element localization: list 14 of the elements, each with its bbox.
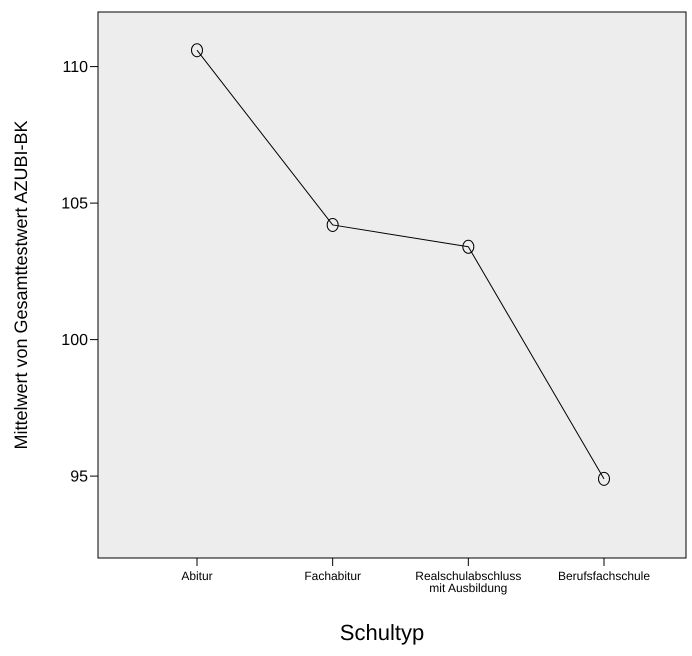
x-tick-label: Fachabitur [304, 569, 362, 583]
point [326, 218, 339, 232]
x-tick-label: Abitur [181, 569, 213, 583]
x-axis-title: Schultyp [340, 620, 424, 645]
point [598, 472, 610, 486]
x-tick-label: Berufsfachschule [558, 569, 650, 583]
x-tick-label: Realschulabschluss mit Ausbildung [415, 569, 522, 595]
y-tick-label: 100 [61, 332, 88, 350]
y-tick-label: 95 [70, 468, 88, 486]
y-axis-title: Mittelwert von Gesamttestwert AZUBI-BK [11, 120, 31, 450]
point [462, 240, 474, 254]
y-tick-label: 110 [62, 59, 88, 76]
point [191, 43, 203, 58]
y-tick-label: 105 [61, 196, 88, 213]
